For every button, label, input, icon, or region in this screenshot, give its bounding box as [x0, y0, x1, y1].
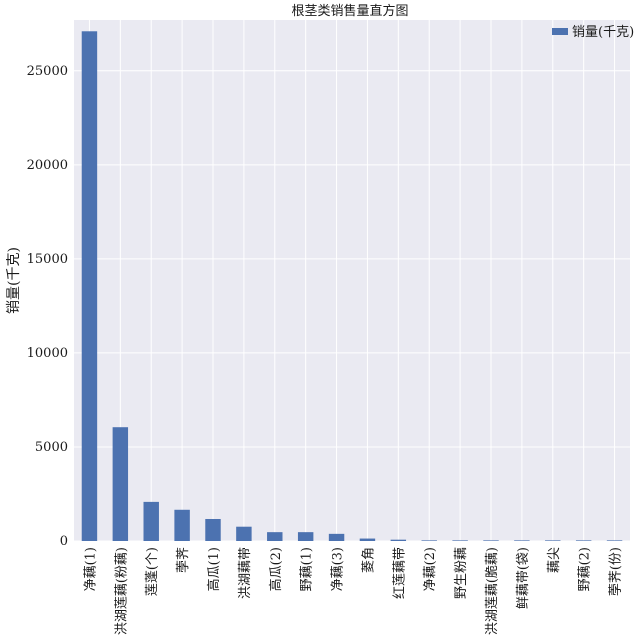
bar: [143, 501, 159, 541]
x-tick-label: 红莲藕带: [391, 547, 407, 599]
bar: [390, 539, 407, 541]
bar: [483, 540, 499, 541]
x-tick-label: 净藕(2): [423, 547, 438, 591]
y-tick-label: 0: [60, 534, 68, 549]
y-tick-label: 15000: [27, 252, 68, 267]
y-tick-label: 20000: [27, 158, 68, 173]
y-axis-title: 销量(千克): [6, 247, 22, 314]
x-tick-label: 荸荠: [176, 547, 191, 573]
x-tick-label: 野生粉藕: [454, 547, 469, 599]
x-tick-label: 净藕(1): [83, 547, 98, 591]
y-tick-labels: 0 5000 10000 15000 20000 25000: [27, 64, 68, 549]
plot-area: [74, 20, 630, 541]
legend-label: 销量(千克): [572, 25, 634, 40]
legend: 销量(千克): [552, 25, 634, 40]
x-tick-label: 高瓜(1): [206, 547, 222, 591]
y-tick-label: 5000: [35, 440, 68, 455]
x-tick-label: 藕尖: [547, 547, 562, 573]
bar: [421, 540, 437, 541]
bar: [236, 526, 252, 541]
bars: [81, 31, 623, 542]
bar: [174, 509, 190, 541]
x-tick-label: 野藕(2): [578, 547, 593, 591]
x-tick-label: 野藕(1): [300, 547, 315, 591]
x-tick-label: 莲蓬(个): [145, 547, 160, 596]
bar: [328, 533, 345, 541]
bar: [606, 540, 623, 541]
y-tick-label: 10000: [27, 346, 68, 361]
bar: [205, 518, 221, 541]
bar: [297, 532, 314, 541]
y-tick-label: 25000: [27, 64, 68, 79]
bar: [359, 538, 376, 541]
bar: [575, 540, 592, 541]
gridlines: [74, 20, 630, 542]
bar: [267, 532, 283, 541]
bar: [545, 540, 561, 541]
x-tick-label: 洪湖藕带: [238, 547, 253, 599]
legend-swatch: [552, 28, 568, 35]
chart-title: 根茎类销售量直方图: [291, 3, 408, 19]
x-tick-label: 净藕(3): [331, 547, 346, 591]
bar: [112, 427, 129, 541]
x-tick-label: 荸荠(份): [609, 547, 624, 596]
x-tick-label: 洪湖莲藕(粉藕): [114, 547, 129, 635]
x-tick-labels: 净藕(1) 洪湖莲藕(粉藕) 莲蓬(个) 荸荠 高瓜(1) 洪湖藕带 高瓜(2) 野藕(1) 净…: [83, 547, 623, 635]
x-tick-label: 高瓜(2): [268, 547, 284, 591]
x-tick-label: 鲜藕带(袋): [516, 547, 531, 609]
x-tick-label: 菱角: [361, 547, 376, 573]
bar: [452, 540, 468, 541]
bar: [81, 31, 98, 542]
x-tick-label: 洪湖莲藕(脆藕): [484, 547, 500, 635]
bar: [514, 540, 530, 541]
